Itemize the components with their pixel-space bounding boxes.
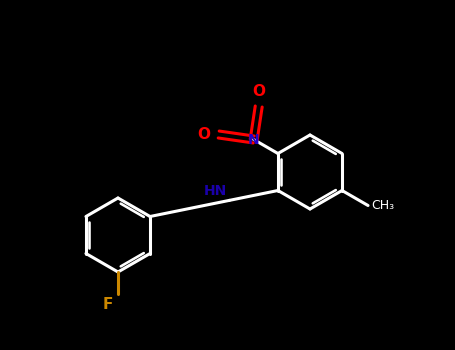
Text: CH₃: CH₃ <box>371 199 394 212</box>
Text: HN: HN <box>204 184 228 198</box>
Text: O: O <box>198 127 211 142</box>
Text: O: O <box>252 84 265 98</box>
Text: F: F <box>103 297 113 312</box>
Text: N: N <box>248 133 259 147</box>
